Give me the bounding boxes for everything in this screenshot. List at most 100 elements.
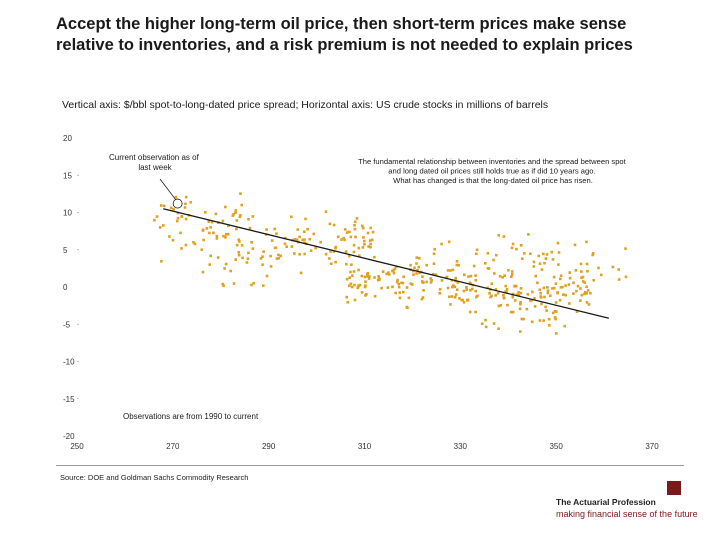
data-point [394, 291, 397, 295]
data-point [224, 262, 228, 266]
data-point [153, 218, 156, 222]
data-point [497, 234, 501, 237]
data-point [550, 250, 553, 254]
data-point [332, 250, 336, 253]
data-point [216, 256, 220, 259]
data-point [484, 262, 487, 265]
data-point [547, 317, 551, 321]
data-point [484, 325, 488, 329]
data-point [568, 276, 572, 280]
data-point [446, 286, 450, 290]
data-point [337, 235, 340, 239]
data-point [474, 274, 477, 277]
data-point [377, 275, 380, 278]
data-point [381, 270, 385, 273]
data-point [349, 270, 352, 274]
data-point [391, 269, 394, 273]
data-point [548, 324, 551, 327]
data-point [396, 278, 399, 282]
data-point [184, 202, 187, 206]
y-tick-label: 0 [63, 283, 68, 292]
data-point [432, 262, 436, 265]
axis-description: Vertical axis: $/bbl spot-to-long-dated … [62, 99, 549, 111]
data-point [352, 243, 356, 247]
data-point [559, 274, 563, 277]
data-point [366, 273, 369, 276]
data-point [486, 252, 490, 255]
data-point [214, 212, 218, 216]
data-point [298, 235, 301, 239]
data-point [376, 278, 380, 282]
data-point [352, 270, 356, 273]
x-tick-label: 290 [262, 442, 276, 451]
data-point [502, 296, 506, 299]
data-point [245, 261, 249, 264]
data-point [624, 247, 627, 250]
data-point [554, 317, 557, 321]
data-point [234, 209, 238, 212]
data-point [475, 252, 478, 256]
data-point [301, 238, 304, 242]
data-point [572, 292, 575, 295]
data-point [455, 260, 459, 263]
data-point [420, 280, 424, 283]
data-point [502, 293, 505, 297]
data-point [369, 242, 372, 246]
data-point [519, 330, 522, 333]
data-point [581, 275, 585, 279]
data-point [557, 251, 561, 254]
data-point [476, 294, 479, 298]
data-point [573, 243, 577, 247]
data-point [438, 292, 441, 295]
data-point [418, 256, 421, 260]
data-point [447, 295, 451, 299]
data-point [261, 263, 264, 266]
data-point [453, 295, 457, 299]
data-point [155, 215, 159, 218]
data-point [515, 247, 518, 251]
data-point [397, 285, 401, 289]
data-point [354, 235, 357, 239]
data-point [575, 289, 578, 293]
data-point [597, 266, 600, 270]
data-point [434, 273, 438, 276]
data-point [174, 195, 178, 199]
data-point [506, 303, 509, 307]
data-point [215, 237, 219, 240]
data-point [558, 298, 562, 302]
data-point [458, 297, 461, 300]
scatter-points [153, 192, 628, 335]
data-point [225, 233, 228, 236]
data-point [498, 275, 502, 278]
data-point [617, 278, 621, 281]
data-point [416, 269, 419, 272]
data-point [180, 247, 183, 250]
data-point [224, 205, 227, 209]
data-point [580, 270, 583, 273]
data-point [358, 254, 361, 257]
data-point [237, 251, 240, 254]
data-point [557, 263, 560, 266]
data-point [568, 302, 571, 305]
data-point [279, 254, 282, 258]
data-point [299, 271, 303, 275]
data-point [460, 298, 463, 302]
data-point [579, 287, 582, 290]
data-point [576, 284, 580, 288]
data-point [193, 242, 197, 246]
data-point [432, 252, 436, 256]
data-point [586, 269, 589, 273]
data-point [367, 277, 371, 280]
data-point [544, 305, 547, 309]
data-point [574, 269, 578, 272]
data-point [238, 240, 241, 243]
data-point [555, 310, 558, 313]
data-point [585, 285, 588, 289]
data-point [349, 282, 353, 286]
data-point [591, 253, 594, 257]
data-point [200, 248, 204, 251]
data-point [466, 299, 469, 302]
data-point [494, 294, 497, 297]
data-point [265, 228, 268, 231]
current-observation-marker [172, 198, 183, 209]
